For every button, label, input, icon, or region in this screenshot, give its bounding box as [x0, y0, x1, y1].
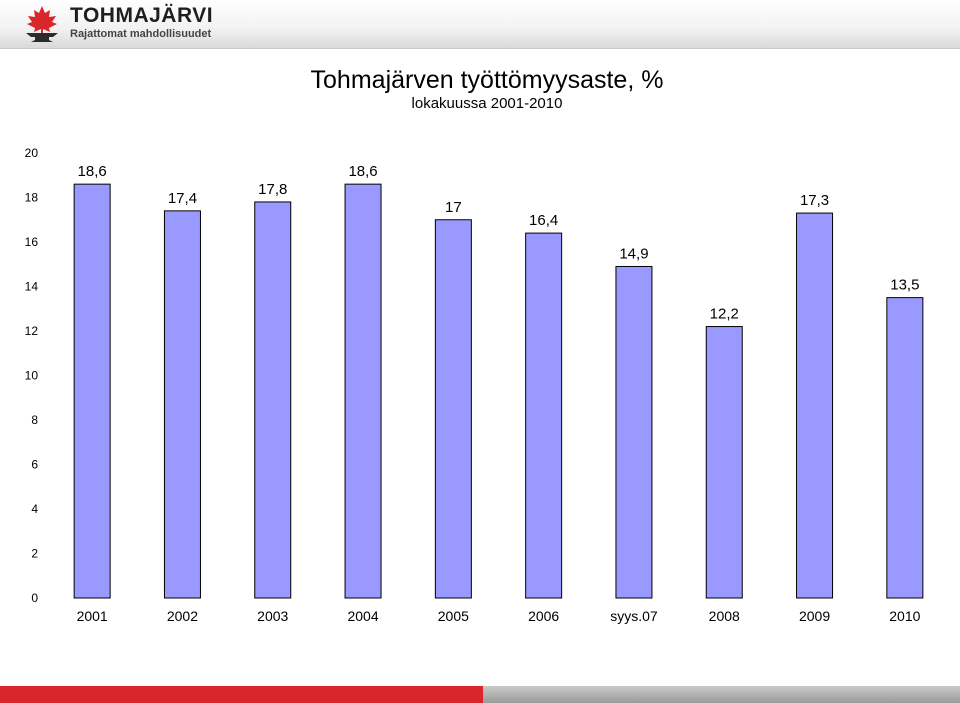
x-tick-label: 2005 [438, 608, 469, 624]
bar [344, 183, 382, 599]
bar-data-label: 18,6 [348, 163, 377, 180]
y-tick-label: 6 [31, 458, 38, 472]
bar [705, 326, 743, 599]
bar-data-label: 18,6 [78, 163, 107, 180]
y-tick-label: 2 [31, 547, 38, 561]
x-tick-label: 2009 [799, 608, 830, 624]
bar [73, 183, 111, 599]
x-tick-label: 2004 [347, 608, 378, 624]
bar-data-label: 17 [445, 199, 462, 216]
bar [163, 210, 201, 599]
y-tick-label: 8 [31, 413, 38, 427]
logo-slogan: Rajattomat mahdollisuudet [70, 28, 212, 40]
bar [525, 232, 563, 599]
bar-data-label: 13,5 [890, 277, 919, 294]
x-tick-label: 2008 [709, 608, 740, 624]
y-tick-label: 4 [31, 502, 38, 516]
bar [796, 212, 834, 599]
y-tick-label: 16 [25, 235, 39, 249]
y-tick-label: 0 [31, 591, 38, 605]
bar-data-label: 12,2 [710, 306, 739, 323]
chart-subtitle-text: lokakuussa 2001-2010 [411, 95, 563, 112]
bar-data-label: 14,9 [619, 245, 648, 262]
x-tick-label: 2002 [167, 608, 198, 624]
y-tick-label: 10 [25, 369, 39, 383]
y-tick-label: 18 [25, 191, 39, 205]
header-banner: TOHMAJÄRVI Rajattomat mahdollisuudet [0, 0, 960, 49]
chart-title: Tohmajärven työttömyysaste, % [0, 66, 960, 95]
bar-data-label: 17,8 [258, 181, 287, 198]
footer-bar [0, 686, 960, 703]
x-tick-label: 2001 [77, 608, 108, 624]
x-tick-label: syys.07 [610, 608, 658, 624]
bar [434, 219, 472, 599]
chart-subtitle: lokakuussa 2001-2010 [0, 95, 960, 112]
footer-grey-stripe [483, 686, 960, 703]
logo-wordmark: TOHMAJÄRVI [70, 4, 214, 27]
bar-data-label: 17,3 [800, 192, 829, 209]
chart-title-text: Tohmajärven työttömyysaste, % [310, 66, 664, 94]
footer-red-stripe [0, 686, 483, 703]
x-tick-label: 2010 [889, 608, 920, 624]
y-tick-label: 14 [25, 280, 39, 294]
bar [886, 297, 924, 599]
bar-data-label: 16,4 [529, 212, 558, 229]
x-tick-label: 2006 [528, 608, 559, 624]
bar [615, 265, 653, 599]
bar [254, 201, 292, 599]
bar-data-label: 17,4 [168, 190, 197, 207]
y-tick-label: 20 [25, 146, 39, 160]
x-tick-label: 2003 [257, 608, 288, 624]
anvil-maple-leaf-icon [26, 6, 58, 42]
y-tick-label: 12 [25, 324, 39, 338]
